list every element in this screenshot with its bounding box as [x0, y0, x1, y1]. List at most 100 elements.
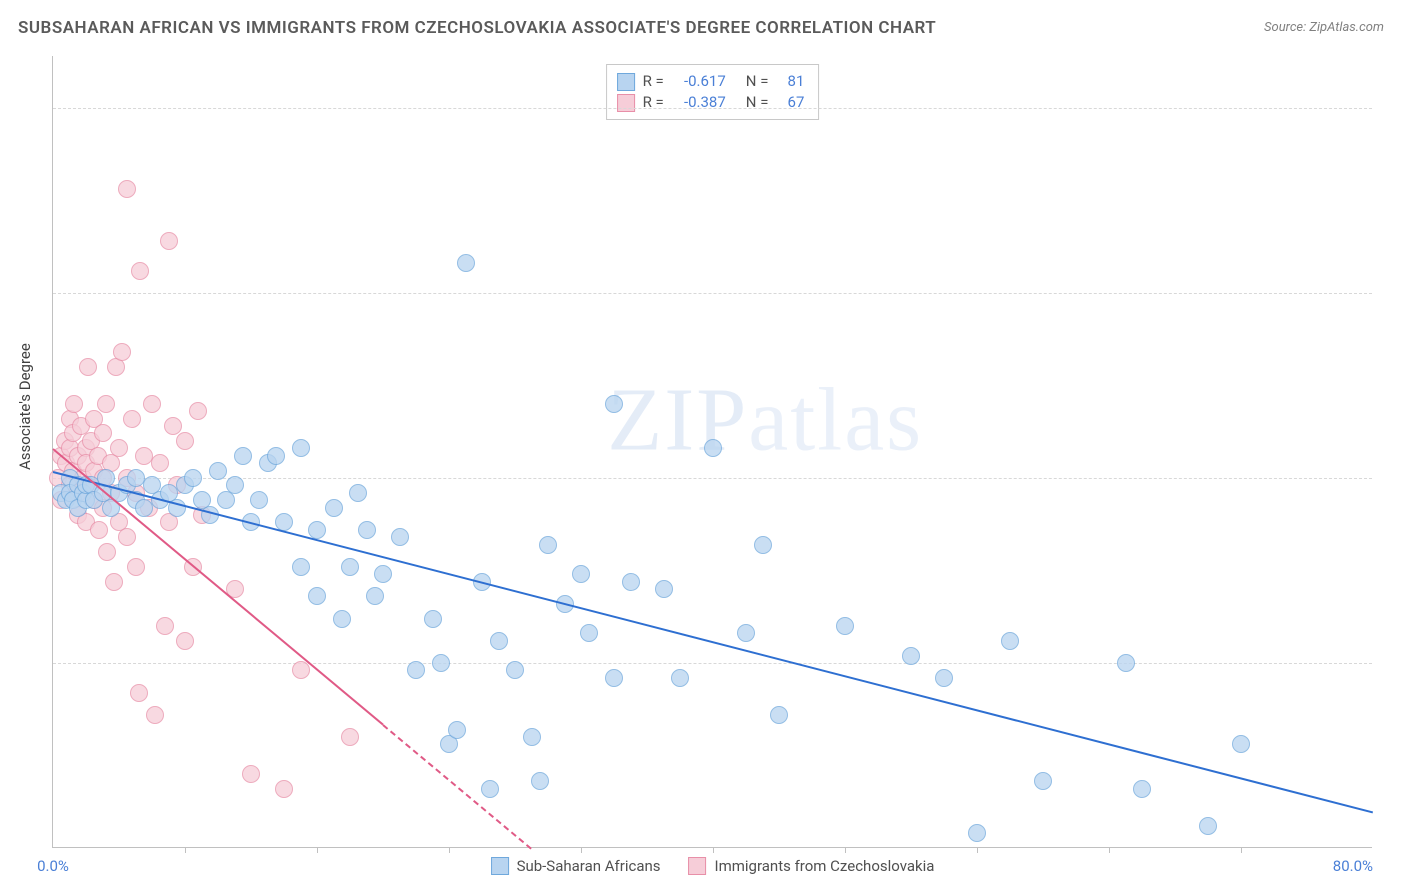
- chart-title: SUBSAHARAN AFRICAN VS IMMIGRANTS FROM CZ…: [18, 18, 936, 38]
- data-point-ssa: [580, 624, 598, 642]
- legend-label: Immigrants from Czechoslovakia: [715, 857, 935, 875]
- data-point-ssa: [358, 521, 376, 539]
- stats-r-value: -0.387: [672, 92, 726, 113]
- data-point-ssa: [572, 565, 590, 583]
- data-point-cz: [110, 439, 128, 457]
- x-tick-mark: [845, 847, 846, 853]
- x-tick-mark: [185, 847, 186, 853]
- bottom-legend: Sub-Saharan AfricansImmigrants from Czec…: [491, 857, 935, 875]
- gridline-h: [53, 478, 1372, 479]
- stats-n-label: N =: [746, 71, 769, 92]
- data-point-ssa: [127, 469, 145, 487]
- watermark-text: ZIPatlas: [607, 368, 923, 471]
- x-tick-label: 80.0%: [1333, 857, 1373, 875]
- stats-box: R = -0.617N = 81R = -0.387N = 67: [606, 64, 820, 120]
- data-point-cz: [97, 395, 115, 413]
- y-tick-label: 50.0%: [1378, 469, 1406, 487]
- data-point-ssa: [267, 447, 285, 465]
- x-tick-mark: [581, 847, 582, 853]
- data-point-ssa: [481, 780, 499, 798]
- data-point-ssa: [770, 706, 788, 724]
- data-point-cz: [143, 395, 161, 413]
- data-point-ssa: [234, 447, 252, 465]
- data-point-ssa: [349, 484, 367, 502]
- data-point-ssa: [1117, 654, 1135, 672]
- data-point-ssa: [605, 395, 623, 413]
- x-tick-mark: [449, 847, 450, 853]
- data-point-ssa: [341, 558, 359, 576]
- data-point-cz: [242, 765, 260, 783]
- data-point-ssa: [333, 610, 351, 628]
- data-point-ssa: [226, 476, 244, 494]
- data-point-cz: [135, 447, 153, 465]
- data-point-ssa: [250, 491, 268, 509]
- data-point-ssa: [308, 587, 326, 605]
- legend-swatch: [689, 857, 707, 875]
- data-point-ssa: [622, 573, 640, 591]
- data-point-ssa: [737, 624, 755, 642]
- data-point-ssa: [539, 536, 557, 554]
- data-point-ssa: [391, 528, 409, 546]
- x-tick-label: 0.0%: [37, 857, 69, 875]
- data-point-ssa: [1034, 772, 1052, 790]
- data-point-cz: [176, 632, 194, 650]
- data-point-cz: [160, 232, 178, 250]
- stats-r-value: -0.617: [672, 71, 726, 92]
- data-point-ssa: [655, 580, 673, 598]
- data-point-ssa: [366, 587, 384, 605]
- data-point-ssa: [407, 661, 425, 679]
- data-point-ssa: [836, 617, 854, 635]
- data-point-ssa: [184, 469, 202, 487]
- data-point-cz: [131, 262, 149, 280]
- data-point-ssa: [902, 647, 920, 665]
- data-point-cz: [130, 684, 148, 702]
- data-point-ssa: [968, 824, 986, 842]
- data-point-ssa: [432, 654, 450, 672]
- data-point-ssa: [1133, 780, 1151, 798]
- data-point-ssa: [325, 499, 343, 517]
- data-point-ssa: [490, 632, 508, 650]
- data-point-cz: [94, 424, 112, 442]
- data-point-ssa: [605, 669, 623, 687]
- data-point-ssa: [292, 558, 310, 576]
- data-point-ssa: [754, 536, 772, 554]
- data-point-ssa: [1001, 632, 1019, 650]
- data-point-cz: [123, 410, 141, 428]
- plot-area: ZIPatlas R = -0.617N = 81R = -0.387N = 6…: [52, 56, 1372, 848]
- stats-row-cz: R = -0.387N = 67: [617, 92, 805, 113]
- legend-item: Immigrants from Czechoslovakia: [689, 857, 935, 875]
- data-point-cz: [176, 432, 194, 450]
- data-point-ssa: [292, 439, 310, 457]
- stats-r-label: R =: [643, 92, 664, 113]
- data-point-ssa: [424, 610, 442, 628]
- data-point-ssa: [523, 728, 541, 746]
- data-point-ssa: [1232, 735, 1250, 753]
- y-axis-label: Associate's Degree: [16, 343, 34, 470]
- data-point-cz: [127, 558, 145, 576]
- stats-n-value: 67: [776, 92, 804, 113]
- data-point-cz: [118, 528, 136, 546]
- data-point-ssa: [935, 669, 953, 687]
- gridline-h: [53, 663, 1372, 664]
- data-point-ssa: [531, 772, 549, 790]
- data-point-cz: [292, 661, 310, 679]
- y-tick-label: 25.0%: [1378, 654, 1406, 672]
- data-point-cz: [79, 358, 97, 376]
- data-point-cz: [98, 543, 116, 561]
- data-point-cz: [65, 395, 83, 413]
- data-point-cz: [341, 728, 359, 746]
- data-point-cz: [146, 706, 164, 724]
- source-attribution: Source: ZipAtlas.com: [1264, 20, 1384, 35]
- data-point-ssa: [209, 462, 227, 480]
- gridline-h: [53, 108, 1372, 109]
- data-point-cz: [189, 402, 207, 420]
- stats-swatch: [617, 73, 635, 91]
- data-point-cz: [90, 521, 108, 539]
- data-point-cz: [156, 617, 174, 635]
- x-tick-mark: [713, 847, 714, 853]
- data-point-cz: [151, 454, 169, 472]
- gridline-h: [53, 293, 1372, 294]
- data-point-ssa: [671, 669, 689, 687]
- data-point-ssa: [1199, 817, 1217, 835]
- data-point-ssa: [374, 565, 392, 583]
